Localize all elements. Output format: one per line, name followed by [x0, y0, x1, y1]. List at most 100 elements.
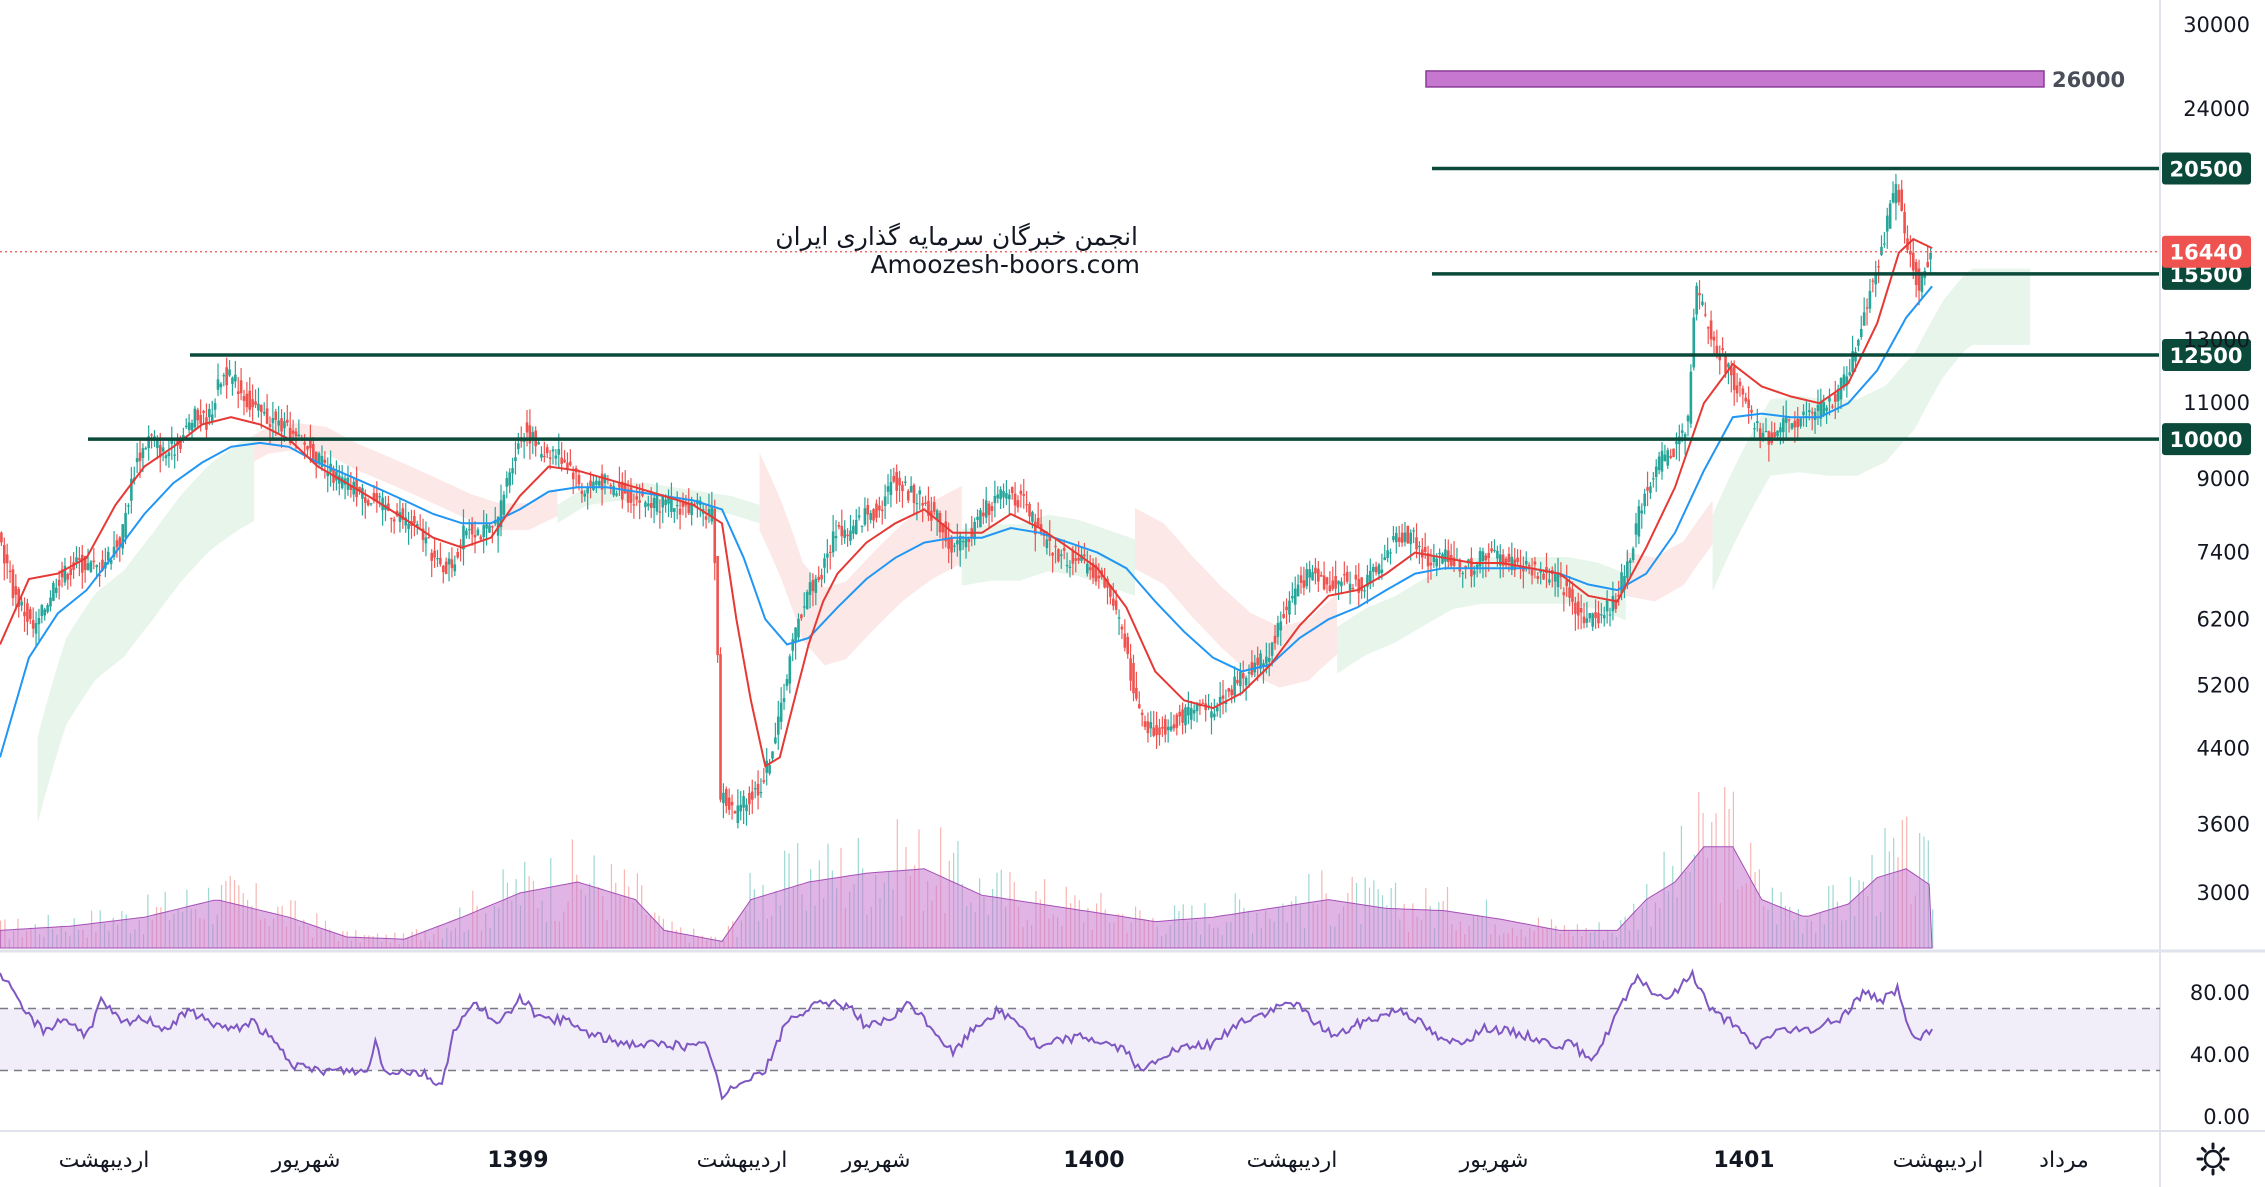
candle-body: [1626, 561, 1629, 578]
price-tick-label: 24000: [2183, 97, 2250, 121]
candle-body: [1383, 557, 1387, 561]
candle-body: [1753, 428, 1756, 430]
candle-body: [788, 656, 792, 684]
candle-body: [1241, 673, 1245, 679]
candle-body: [984, 500, 988, 518]
candle-body: [1683, 434, 1687, 438]
candle-body: [1640, 510, 1644, 514]
candle-body: [170, 439, 174, 444]
candle-body: [1088, 567, 1092, 571]
candle-body: [161, 447, 165, 452]
candle-body: [629, 487, 633, 503]
candle-body: [866, 504, 870, 515]
target-zone-rect: [1425, 70, 2045, 88]
candle-body: [525, 422, 529, 433]
candle-body: [1776, 430, 1779, 437]
candle-body: [1669, 455, 1672, 458]
time-tick-label: شهریور: [1459, 1148, 1529, 1173]
candle-body: [852, 525, 855, 534]
rsi-tick-label: 80.00: [2190, 981, 2250, 1005]
candle-body: [1374, 566, 1378, 573]
candle-body: [895, 471, 898, 491]
time-tick-label: اردیبهشت: [697, 1148, 788, 1173]
candle-body: [638, 500, 641, 503]
candle-body: [1267, 658, 1271, 662]
rsi-axis[interactable]: 80.00 40.00 0.00: [2190, 981, 2250, 1129]
candle-body: [999, 489, 1002, 500]
candle-body: [941, 523, 945, 533]
candle-body: [179, 440, 182, 449]
candle-body: [1461, 572, 1465, 575]
candle-body: [312, 443, 315, 462]
candle-body: [704, 516, 708, 520]
candle-body: [153, 436, 156, 439]
candle-body: [167, 452, 171, 457]
price-tick-label: 6200: [2197, 607, 2250, 631]
candle-body: [632, 504, 636, 506]
settings-gear-icon[interactable]: [2196, 1142, 2230, 1176]
candle-body: [1103, 577, 1106, 588]
candle-body: [1276, 623, 1280, 637]
candle-body: [1704, 314, 1707, 316]
candle-body: [727, 797, 731, 810]
candle-body: [860, 525, 864, 527]
candle-body: [1553, 574, 1557, 582]
candle-body: [958, 535, 962, 551]
candle-body: [1880, 246, 1883, 255]
candle-body: [1741, 388, 1745, 395]
candle-body: [716, 555, 719, 656]
candle-body: [794, 627, 797, 644]
candle-body: [1371, 566, 1375, 572]
candle-body: [1680, 430, 1684, 433]
time-tick-label: 1401: [1713, 1148, 1774, 1173]
candle-body: [1848, 372, 1852, 376]
candle-body: [1034, 521, 1037, 535]
candle-body: [5, 554, 9, 564]
time-tick-label: مرداد: [2039, 1148, 2089, 1173]
candle-body: [63, 565, 67, 583]
candle-body: [927, 500, 930, 516]
candle-body: [1507, 553, 1511, 563]
candle-body: [470, 522, 474, 535]
candle-body: [450, 559, 454, 569]
candle-body: [430, 552, 434, 561]
candle-body: [1357, 579, 1361, 593]
candle-body: [557, 449, 561, 455]
candle-body: [372, 492, 376, 501]
candle-body: [967, 538, 971, 543]
candle-body: [906, 490, 910, 501]
time-tick-label: شهریور: [271, 1148, 341, 1173]
candle-body: [1605, 600, 1609, 612]
candle-body: [1045, 539, 1049, 548]
time-axis[interactable]: اردیبهشت شهریور 1399 اردیبهشت شهریور 1400 اردی…: [59, 1148, 2089, 1173]
candle-body: [950, 536, 953, 553]
candle-body: [1409, 532, 1413, 544]
candle-body: [1426, 552, 1430, 567]
candle-body: [1533, 561, 1537, 565]
candle-body: [1796, 418, 1800, 428]
rsi-band: [0, 1008, 2160, 1071]
ema-fast-line: [0, 237, 1933, 768]
candle-body: [1109, 585, 1112, 597]
candle-body: [1019, 490, 1023, 495]
candle-body: [277, 420, 280, 426]
candle-body: [1750, 409, 1753, 413]
candle-body: [433, 550, 436, 558]
candle-body: [248, 390, 252, 410]
candle-body: [210, 414, 214, 422]
candle-body: [892, 475, 896, 482]
candle-body: [1311, 572, 1314, 581]
candle-body: [28, 609, 32, 620]
candle-body: [652, 497, 656, 508]
candle-body: [915, 503, 919, 505]
price-axis[interactable]: 30000 24000 13000 11000 9000 7400 6200 5200 4400…: [2183, 13, 2250, 905]
target-zone-label: 26000: [2052, 68, 2125, 92]
candle-body: [219, 383, 223, 388]
candle-body: [1377, 564, 1381, 575]
candle-body: [147, 436, 150, 449]
candle-body: [571, 472, 575, 480]
candle-body: [935, 510, 939, 521]
candle-body: [1446, 550, 1450, 562]
candle-body: [363, 497, 367, 503]
candle-body: [724, 789, 728, 806]
